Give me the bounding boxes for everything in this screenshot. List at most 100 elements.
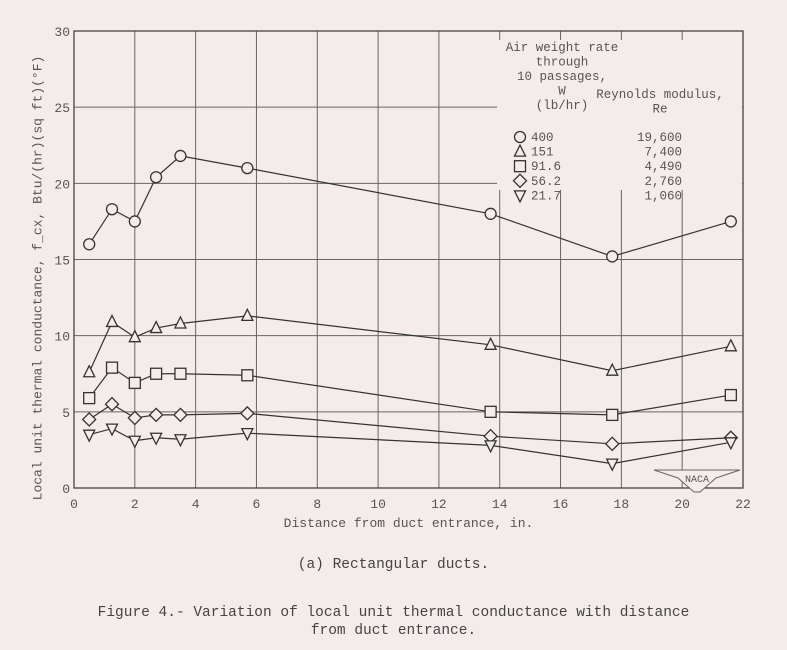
x-tick-label: 18 [614, 497, 630, 512]
legend-w-header: W [558, 85, 566, 99]
legend-w-header: (lb/hr) [536, 99, 589, 113]
data-point-circle [105, 203, 119, 216]
y-axis-label: Local unit thermal conductance, f_cx, Bt… [30, 55, 46, 501]
data-point-triangle-down [173, 434, 187, 448]
naca-logo-text: NACA [685, 475, 709, 486]
data-point-circle [606, 250, 619, 263]
chart: 0 2 4 6 8 10 12 14 16 18 20 22 0 5 10 15 20 25 30 Distance … [54, 25, 751, 531]
y-tick-label: 30 [54, 25, 70, 40]
data-point-triangle-up [484, 336, 498, 350]
legend-w-value: 21.7 [531, 189, 561, 203]
series-21.7 [82, 423, 738, 472]
series-56.2 [81, 396, 739, 452]
y-tick-label: 5 [62, 406, 70, 421]
legend-background [497, 40, 742, 190]
data-point-circle [83, 238, 96, 251]
x-tick-label: 10 [370, 497, 386, 512]
data-point-square [105, 361, 119, 374]
legend-re-value: 7,400 [644, 146, 682, 160]
naca-logo [653, 469, 741, 493]
data-point-triangle-up [605, 362, 619, 376]
data-point-triangle-down [105, 423, 119, 437]
legend-re-value: 19,600 [637, 131, 682, 145]
legend-w-value: 91.6 [531, 160, 561, 174]
y-tick-label: 10 [54, 330, 70, 345]
x-tick-label: 0 [70, 497, 78, 512]
data-point-circle [174, 149, 187, 163]
data-point-triangle-down [240, 428, 254, 442]
legend-re-value: 1,060 [644, 189, 682, 203]
series-line [88, 403, 731, 445]
x-tick-label: 4 [192, 497, 200, 512]
data-point-square [724, 388, 737, 402]
x-tick-label: 2 [131, 497, 139, 512]
legend-marker-square [513, 160, 527, 173]
legend-w-header: 10 passages, [517, 70, 607, 84]
x-tick-label: 14 [492, 497, 508, 512]
data-point-square [128, 376, 141, 390]
data-point-square [174, 367, 187, 380]
legend-w-value: 400 [531, 131, 554, 145]
data-point-triangle-up [240, 307, 254, 322]
legend-w-header: through [536, 56, 589, 70]
data-point-circle [241, 161, 254, 175]
data-point-triangle-up [149, 320, 163, 334]
legend-w-header: Air weight rate [506, 41, 619, 55]
x-tick-label: 16 [553, 497, 569, 512]
data-point-triangle-down [724, 437, 738, 451]
data-point-square [149, 367, 163, 380]
data-point-triangle-up [105, 314, 119, 328]
series-91.6 [83, 361, 737, 422]
data-point-triangle-down [605, 458, 619, 472]
data-point-triangle-down [149, 432, 163, 446]
data-point-circle [149, 171, 163, 184]
legend-re-header: Reynolds modulus, [596, 88, 724, 102]
data-point-triangle-up [724, 338, 738, 352]
subfigure-caption: (a) Rectangular ducts. [297, 557, 490, 573]
x-tick-label: 20 [674, 497, 690, 512]
x-tick-label: 12 [431, 497, 447, 512]
y-tick-label: 0 [62, 482, 70, 497]
figure-caption-line-2: from duct entrance. [310, 623, 477, 639]
x-tick-label: 8 [313, 497, 321, 512]
legend-re-value: 4,490 [644, 160, 682, 174]
figure-caption-line-1: Figure 4.- Variation of local unit therm… [97, 605, 690, 621]
x-axis-label: Distance from duct entrance, in. [284, 516, 534, 531]
legend-w-value: 151 [531, 146, 554, 160]
x-tick-label: 22 [735, 497, 751, 512]
data-point-square [484, 405, 497, 418]
series-line [89, 427, 731, 465]
legend-marker-diamond [512, 173, 528, 189]
data-point-triangle-up [173, 315, 187, 329]
series-400 [83, 149, 737, 263]
legend-marker-triangle-up [513, 143, 527, 157]
data-point-square [83, 391, 96, 405]
y-tick-label: 20 [54, 177, 70, 192]
data-point-triangle-down [484, 440, 498, 454]
data-point-diamond [604, 436, 620, 452]
data-point-diamond [239, 405, 255, 421]
plot-frame [73, 30, 744, 489]
data-point-diamond [81, 412, 97, 427]
y-tick-label: 25 [54, 101, 70, 116]
data-point-square [606, 408, 619, 422]
data-point-diamond [104, 396, 120, 412]
data-point-diamond [173, 407, 188, 423]
legend-marker-circle [513, 130, 527, 144]
data-point-triangle-up [128, 329, 142, 343]
series-151 [82, 307, 738, 378]
data-point-circle [128, 215, 141, 228]
data-point-triangle-up [82, 364, 96, 378]
series-line [88, 315, 731, 373]
legend-re-value: 2,760 [644, 175, 682, 189]
legend-w-value: 56.2 [531, 175, 561, 189]
x-tick-label: 6 [253, 497, 261, 512]
data-point-diamond [127, 410, 143, 426]
y-tick-label: 15 [54, 254, 70, 269]
figure-caption: Figure 4.- Variation of local unit therm… [0, 604, 787, 640]
data-point-diamond [148, 407, 164, 423]
data-point-square [241, 369, 254, 382]
legend-marker-triangle-down [513, 190, 527, 204]
data-point-circle [484, 207, 497, 220]
legend-re-header: Re [652, 103, 667, 117]
